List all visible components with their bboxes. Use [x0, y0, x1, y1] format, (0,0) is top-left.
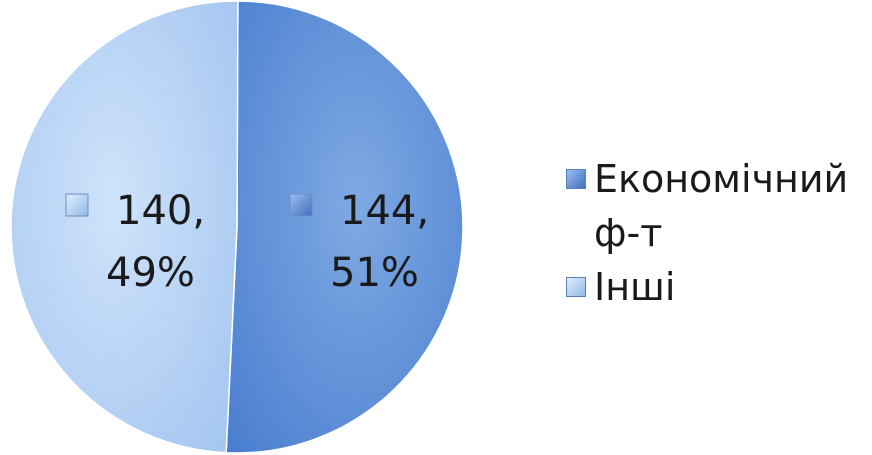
- data-label-percent-others: 49%: [106, 250, 195, 296]
- data-label-key-economic: [289, 193, 313, 217]
- data-label-value-others: 140,: [116, 188, 205, 234]
- legend-swatch-others: [566, 277, 586, 297]
- pie-slice-economic: [225, 0, 464, 454]
- data-label-percent-economic: 51%: [330, 250, 419, 296]
- legend-item-economic: Економічний ф-т: [566, 152, 864, 260]
- legend-label-economic: Економічний ф-т: [594, 157, 849, 255]
- data-label-key-others: [65, 193, 89, 217]
- data-label-value-economic: 144,: [340, 188, 429, 234]
- legend-swatch-economic: [566, 169, 586, 189]
- legend-label-others: Інші: [594, 265, 676, 309]
- legend-item-others: Інші: [566, 260, 864, 314]
- pie-slice-others: [10, 0, 239, 454]
- legend: Економічний ф-т Інші: [566, 152, 864, 314]
